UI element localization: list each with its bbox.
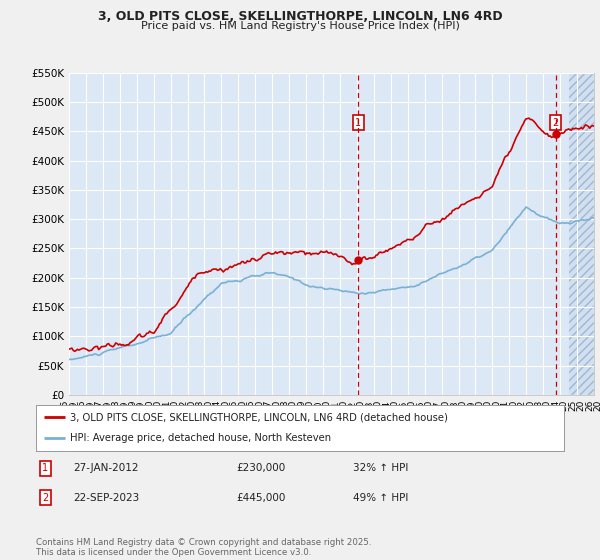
Text: 1: 1 bbox=[43, 463, 49, 473]
Text: 22-SEP-2023: 22-SEP-2023 bbox=[73, 493, 139, 503]
Text: £230,000: £230,000 bbox=[236, 463, 286, 473]
Bar bbox=[569, 73, 594, 395]
Text: 27-JAN-2012: 27-JAN-2012 bbox=[73, 463, 139, 473]
Text: 2: 2 bbox=[43, 493, 49, 503]
Bar bbox=[569, 73, 594, 395]
Text: HPI: Average price, detached house, North Kesteven: HPI: Average price, detached house, Nort… bbox=[70, 433, 331, 444]
Text: 1: 1 bbox=[355, 118, 361, 128]
Text: 2: 2 bbox=[553, 118, 559, 128]
Text: 49% ↑ HPI: 49% ↑ HPI bbox=[353, 493, 408, 503]
Text: Contains HM Land Registry data © Crown copyright and database right 2025.
This d: Contains HM Land Registry data © Crown c… bbox=[36, 538, 371, 557]
Text: Price paid vs. HM Land Registry's House Price Index (HPI): Price paid vs. HM Land Registry's House … bbox=[140, 21, 460, 31]
Text: 3, OLD PITS CLOSE, SKELLINGTHORPE, LINCOLN, LN6 4RD (detached house): 3, OLD PITS CLOSE, SKELLINGTHORPE, LINCO… bbox=[70, 412, 448, 422]
Text: 3, OLD PITS CLOSE, SKELLINGTHORPE, LINCOLN, LN6 4RD: 3, OLD PITS CLOSE, SKELLINGTHORPE, LINCO… bbox=[98, 10, 502, 22]
Text: 32% ↑ HPI: 32% ↑ HPI bbox=[353, 463, 408, 473]
Text: £445,000: £445,000 bbox=[236, 493, 286, 503]
